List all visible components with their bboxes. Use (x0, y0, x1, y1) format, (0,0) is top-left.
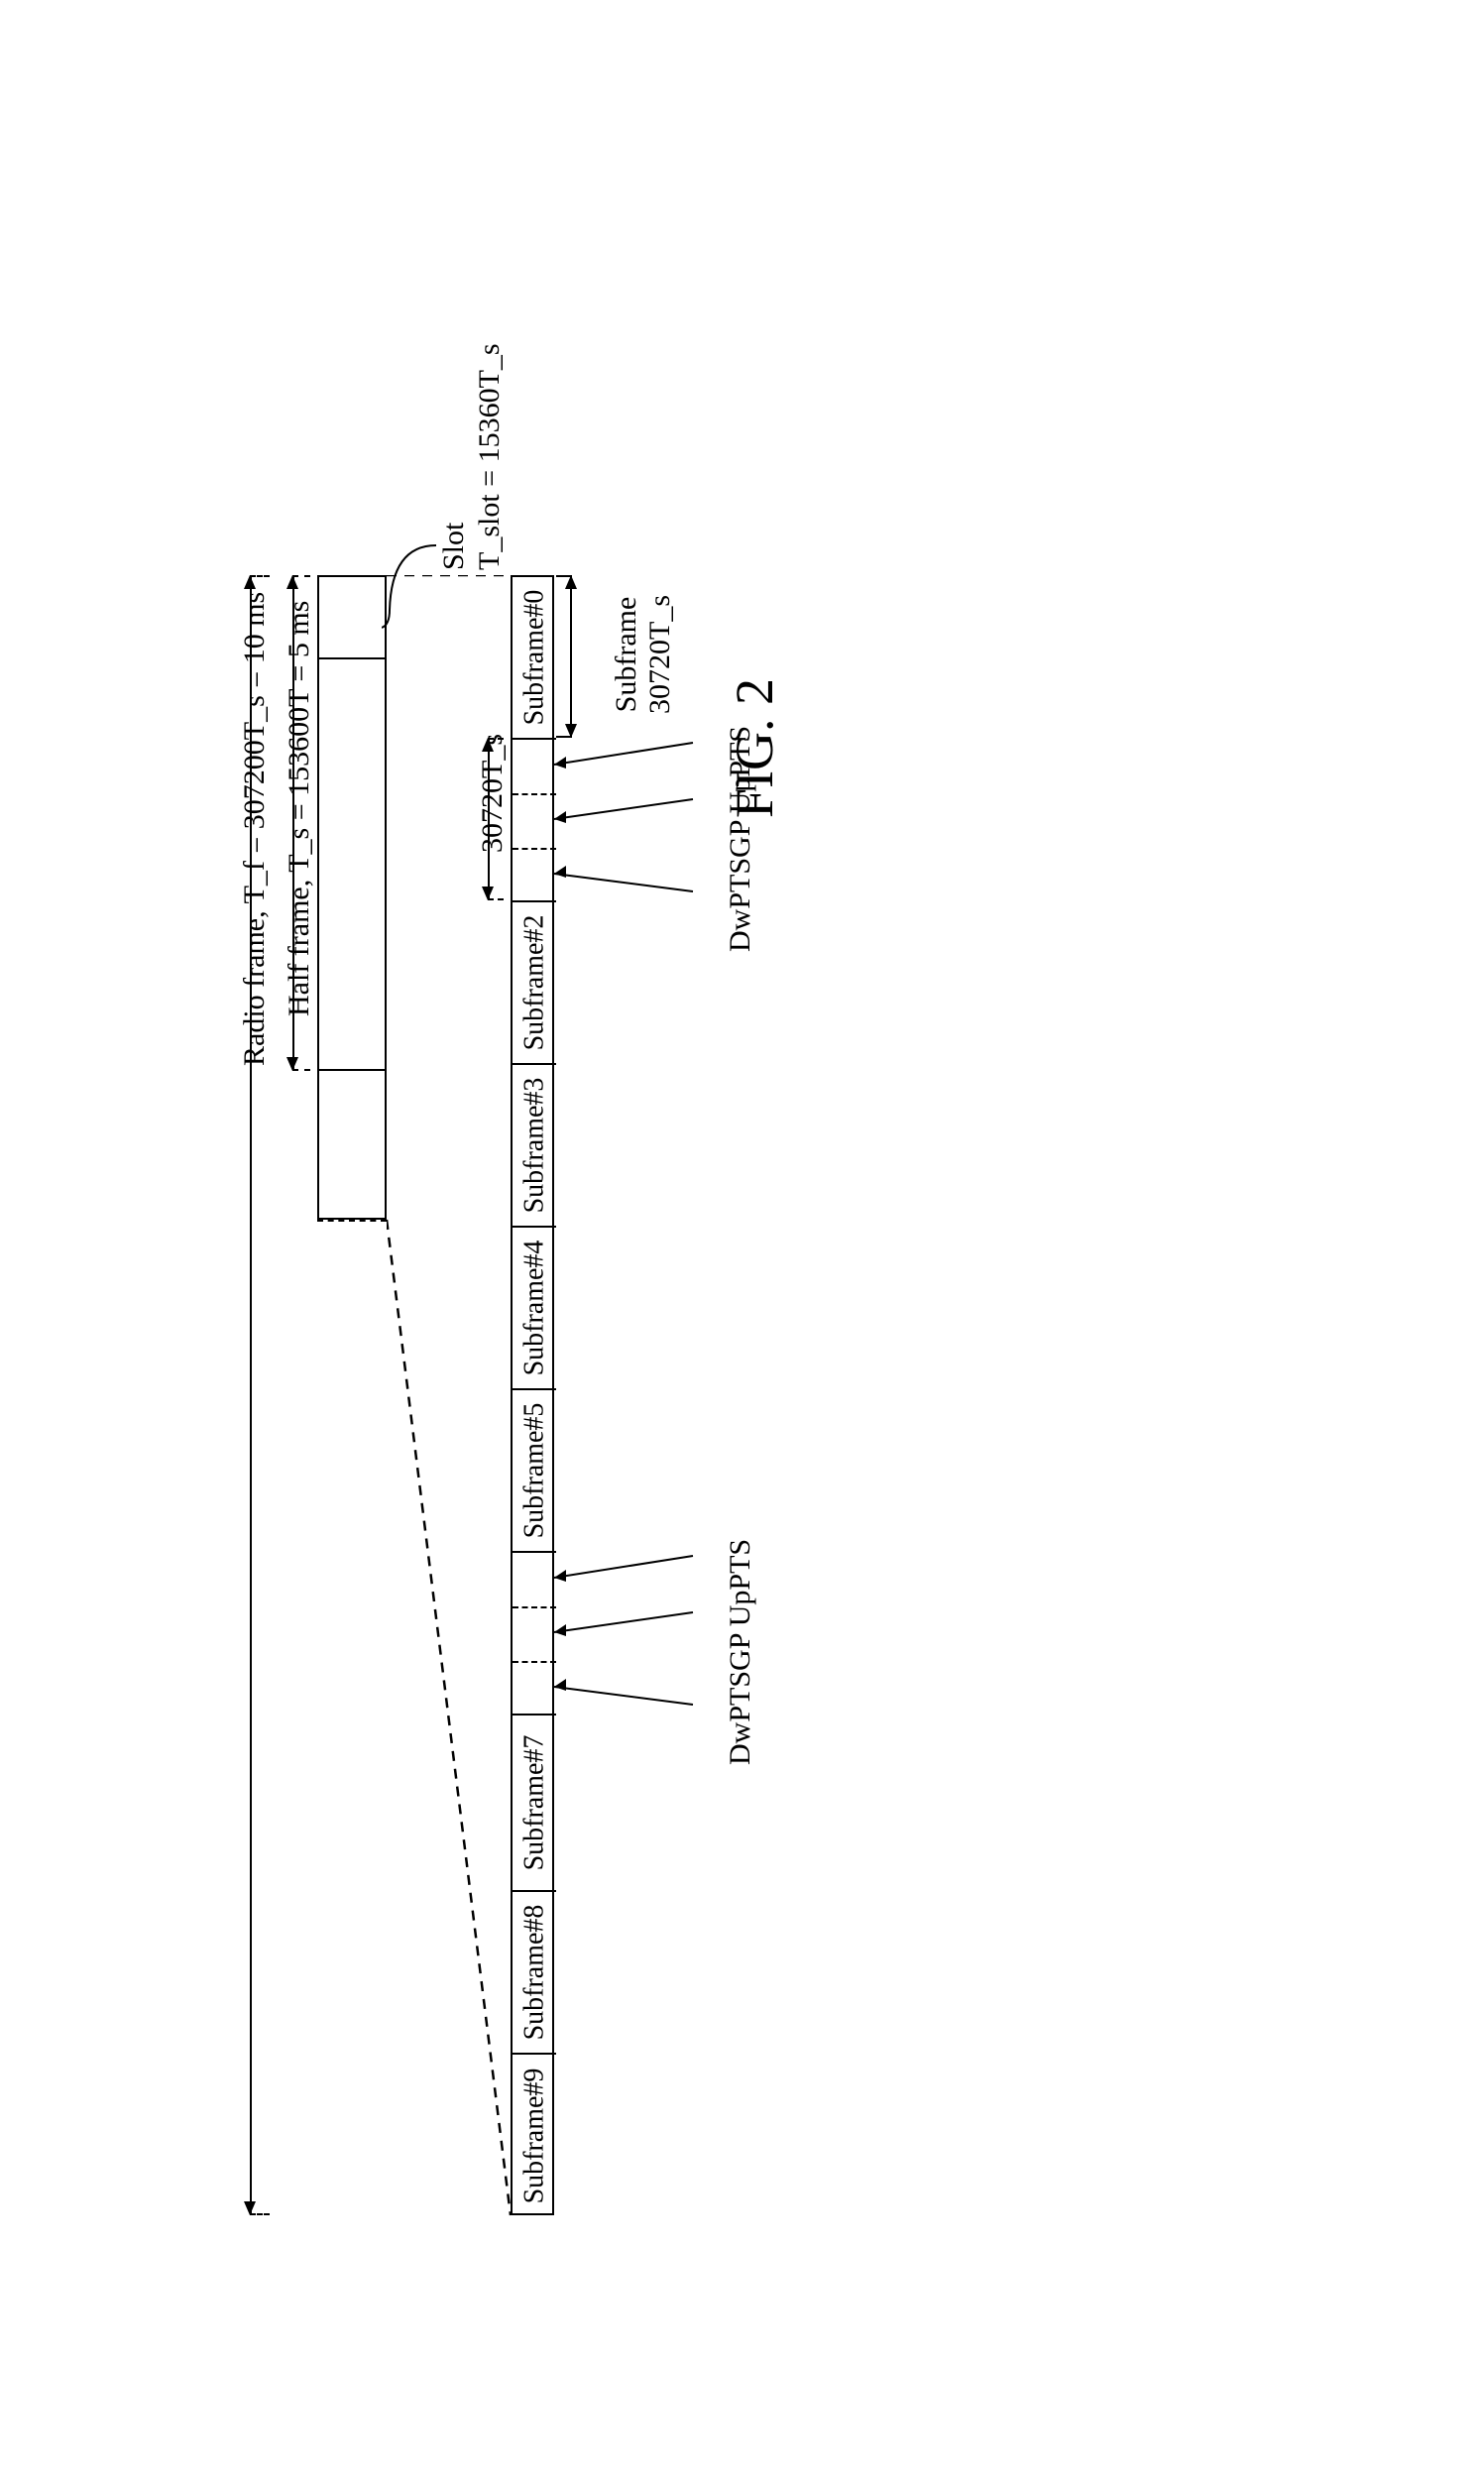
pts-arrows-1 (554, 738, 713, 916)
subframe-3: Subframe#3 (513, 1065, 556, 1228)
subframe-below-label: Subframe 30720T_s (610, 595, 677, 714)
subframe-8: Subframe#8 (513, 1892, 556, 2055)
subframe-0: Subframe#0 (513, 577, 556, 740)
subframe-7: Subframe#7 (513, 1716, 556, 1892)
subframe-row: Subframe#0 Subframe#2 Subframe#3 Subfram… (511, 575, 554, 2215)
subframe-1-special (513, 740, 556, 902)
subframe-9-label: Subframe#9 (518, 2069, 550, 2204)
subframe-2: Subframe#2 (513, 902, 556, 1065)
pts-labels-1: DwPTSGP UpPTS (724, 726, 757, 952)
special-sf-dim-bracket (488, 738, 504, 900)
subframe-3-label: Subframe#3 (518, 1078, 550, 1214)
subframe-2-label: Subframe#2 (518, 915, 550, 1051)
subframe-5-label: Subframe#5 (518, 1403, 550, 1539)
subframe-below-bracket (556, 575, 572, 738)
radio-frame-bracket (250, 575, 270, 2215)
pts-arrows-2 (554, 1551, 713, 1729)
subframe-0-label: Subframe#0 (518, 590, 550, 726)
slot-divider (317, 657, 387, 659)
half-frame-box-2 (317, 1071, 387, 1220)
subframe-9: Subframe#9 (513, 2055, 556, 2217)
figure-2: FIG. 2 Radio frame, T_f = 307200T_s = 10… (30, 40, 1454, 2445)
half-frame-bracket (292, 575, 310, 1071)
subframe-4-label: Subframe#4 (518, 1241, 550, 1376)
subframe-5: Subframe#5 (513, 1390, 556, 1553)
pts-labels-2: DwPTSGP UpPTS (724, 1539, 757, 1765)
subframe-7-label: Subframe#7 (518, 1735, 550, 1871)
subframe-6-special (513, 1553, 556, 1716)
half-frame-box-1 (317, 575, 387, 1071)
slot-label: Slot T_slot = 15360T_s (436, 343, 508, 570)
subframe-8-label: Subframe#8 (518, 1905, 550, 2041)
subframe-4: Subframe#4 (513, 1228, 556, 1390)
